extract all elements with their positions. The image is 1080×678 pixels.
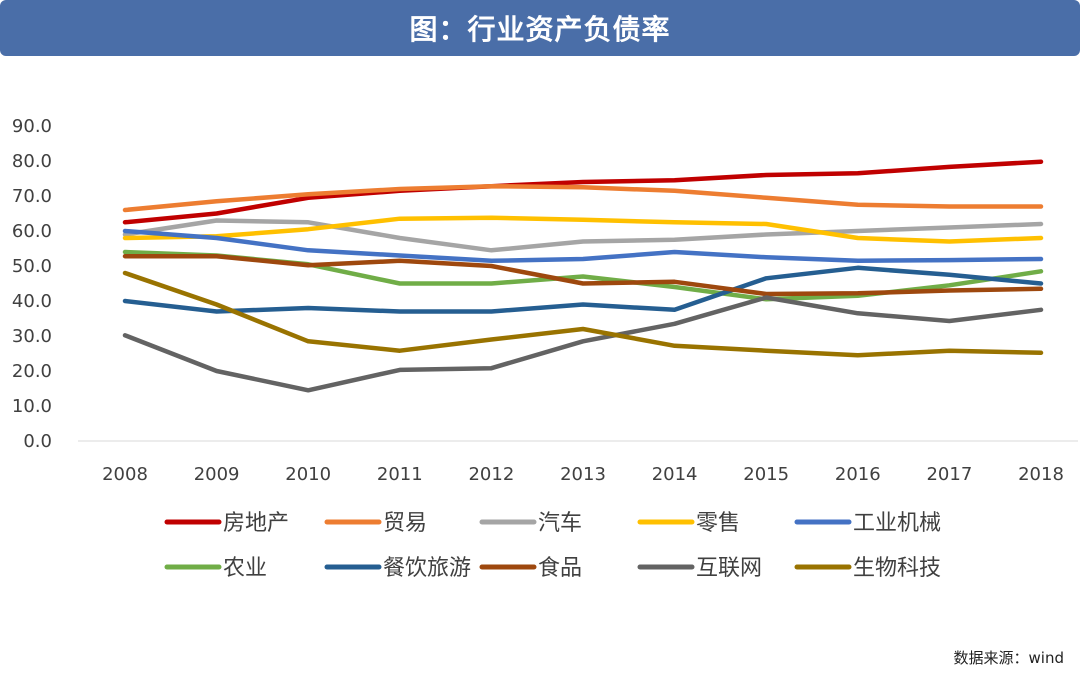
legend-label: 餐饮旅游 [383, 556, 471, 581]
x-tick-label: 2009 [194, 464, 240, 485]
series-line [122, 270, 1044, 358]
y-tick-label: 60.0 [12, 221, 52, 242]
x-tick-label: 2018 [1018, 464, 1064, 485]
chart-title: 图：行业资产负债率 [409, 13, 671, 46]
x-tick-label: 2017 [926, 464, 972, 485]
x-tick-label: 2013 [560, 464, 606, 485]
y-tick-label: 0.0 [23, 431, 52, 452]
y-tick-label: 90.0 [12, 116, 52, 137]
y-tick-label: 10.0 [12, 396, 52, 417]
y-tick-label: 40.0 [12, 291, 52, 312]
y-tick-label: 30.0 [12, 326, 52, 347]
series-line [122, 228, 1044, 264]
data-source: 数据来源：wind [953, 649, 1064, 667]
legend-label: 零售 [696, 511, 740, 536]
line-chart: 0.0 10.0 20.0 30.0 40.0 50.0 60.0 70.0 80.0 90.0 2… [12, 116, 1078, 581]
x-tick-label: 2014 [652, 464, 698, 485]
legend-label: 生物科技 [853, 556, 941, 581]
legend-label: 贸易 [383, 511, 427, 536]
legend-label: 房地产 [223, 511, 289, 536]
y-tick-label: 80.0 [12, 151, 52, 172]
x-tick-label: 2008 [102, 464, 148, 485]
series-line [122, 218, 1044, 253]
series-line [122, 295, 1044, 393]
series-line [122, 159, 1044, 225]
x-tick-label: 2012 [468, 464, 514, 485]
x-tick-label: 2011 [377, 464, 423, 485]
series-line [122, 215, 1044, 244]
x-tick-label: 2015 [743, 464, 789, 485]
legend-label: 互联网 [696, 556, 762, 581]
series-line [122, 265, 1044, 314]
legend-label: 农业 [223, 556, 267, 581]
y-tick-label: 50.0 [12, 256, 52, 277]
x-tick-label: 2010 [285, 464, 331, 485]
series-line [122, 183, 1044, 213]
x-tick-label: 2016 [835, 464, 881, 485]
legend-label: 汽车 [538, 511, 582, 536]
title-banner: 图：行业资产负债率 [0, 0, 1080, 56]
series-line [122, 253, 1044, 297]
y-tick-label: 70.0 [12, 186, 52, 207]
y-tick-label: 20.0 [12, 361, 52, 382]
legend-label: 工业机械 [853, 511, 941, 536]
legend-label: 食品 [538, 556, 582, 581]
